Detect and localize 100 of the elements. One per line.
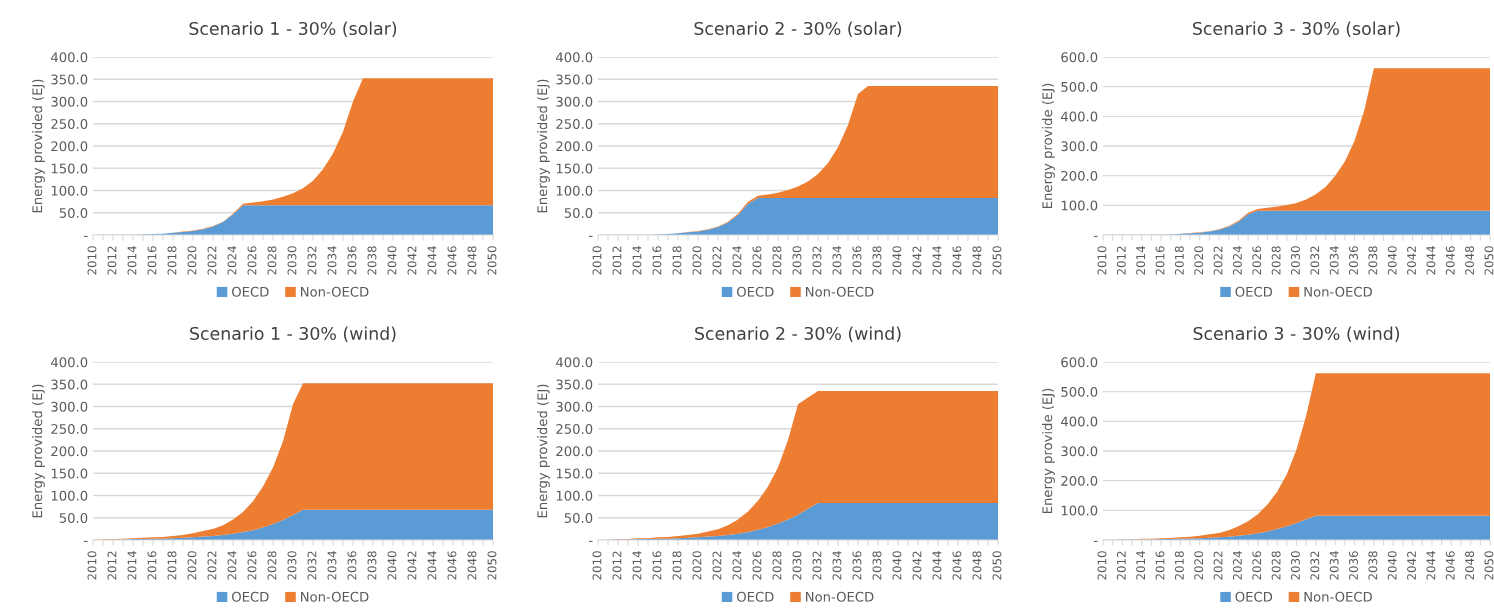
- x-tick-label: 2050: [1484, 551, 1494, 580]
- x-tick-label: 2046: [952, 246, 962, 275]
- x-tick-label: 2010: [87, 246, 97, 275]
- x-tick-label: 2018: [672, 551, 682, 580]
- y-tick-label: 500.0: [1061, 386, 1098, 397]
- x-tick-label: 2028: [1271, 246, 1281, 275]
- x-tick-label: 2042: [407, 551, 417, 580]
- x-tick-label: 2038: [1368, 551, 1378, 580]
- x-tick-label: 2028: [772, 246, 782, 275]
- y-tick-label: 150.0: [556, 468, 593, 479]
- x-tick-label: 2024: [227, 551, 237, 580]
- y-tick-label: 350.0: [556, 74, 593, 85]
- y-tick-label: 350.0: [51, 379, 88, 390]
- x-tick-label: 2016: [652, 246, 662, 275]
- y-tick-label: 200.0: [1061, 475, 1098, 486]
- x-tick-label: 2032: [812, 551, 822, 580]
- x-tick-label: 2044: [932, 551, 942, 580]
- x-tick-label: 2022: [1213, 551, 1223, 580]
- x-tick-label: 2042: [912, 551, 922, 580]
- x-tick-label: 2028: [772, 551, 782, 580]
- x-tick-label: 2030: [287, 551, 297, 580]
- x-tick-label: 2038: [872, 551, 882, 580]
- x-tick-label: 2048: [1465, 551, 1475, 580]
- y-tick-label: 50.0: [59, 512, 88, 523]
- x-tick-label: 2030: [1291, 246, 1300, 275]
- x-tick-label: 2028: [267, 551, 277, 580]
- x-tick-label: 2026: [247, 551, 257, 580]
- chart-title: Scenario 1 - 30% (wind): [190, 326, 396, 343]
- legend-label: OECD: [1235, 591, 1273, 602]
- y-tick-label: 150.0: [556, 163, 593, 174]
- x-tick-label: 2044: [1426, 551, 1436, 580]
- x-tick-label: 2050: [992, 246, 1002, 275]
- x-tick-label: 2044: [427, 246, 437, 275]
- x-tick-label: 2024: [732, 246, 742, 275]
- y-tick-label: 500.0: [1061, 81, 1098, 92]
- x-tick-label: 2042: [407, 246, 417, 275]
- y-tick-label: 200.0: [556, 446, 593, 457]
- legend-label: OECD: [737, 591, 774, 602]
- x-tick-label: 2040: [1387, 551, 1397, 580]
- x-tick-label: 2032: [812, 246, 822, 275]
- x-tick-label: 2046: [1445, 551, 1455, 580]
- x-tick-label: 2018: [672, 246, 682, 275]
- x-tick-label: 2032: [307, 551, 317, 580]
- x-tick-label: 2022: [712, 551, 722, 580]
- x-tick-label: 2040: [387, 551, 397, 580]
- y-tick-label: 300.0: [1061, 446, 1098, 457]
- x-tick-label: 2030: [287, 246, 297, 275]
- x-tick-label: 2018: [167, 246, 177, 275]
- x-tick-label: 2022: [207, 246, 217, 275]
- x-tick-label: 2014: [127, 551, 137, 580]
- y-tick-label: 400.0: [51, 52, 88, 63]
- x-tick-label: 2030: [1291, 551, 1300, 580]
- x-tick-label: 2034: [832, 246, 842, 275]
- x-tick-label: 2038: [1368, 246, 1378, 275]
- x-tick-label: 2050: [487, 551, 497, 580]
- y-tick-label: 300.0: [556, 96, 593, 107]
- y-tick-label: -: [1094, 235, 1098, 237]
- x-tick-label: 2014: [632, 551, 642, 580]
- x-tick-label: 2048: [1465, 246, 1475, 275]
- x-tick-label: 2034: [1329, 246, 1339, 275]
- y-tick-label: 400.0: [1061, 111, 1098, 122]
- x-tick-label: 2036: [1349, 551, 1358, 580]
- legend-label: Non-OECD: [1304, 591, 1372, 602]
- x-tick-label: 2010: [592, 551, 602, 580]
- y-tick-label: -: [1094, 540, 1098, 542]
- y-tick-label: 350.0: [556, 379, 593, 390]
- x-tick-label: 2036: [347, 246, 357, 275]
- x-tick-label: 2032: [1310, 246, 1320, 275]
- x-tick-label: 2012: [1116, 551, 1126, 580]
- y-tick-label: 300.0: [1061, 141, 1098, 152]
- x-tick-label: 2020: [187, 551, 197, 580]
- x-tick-label: 2036: [1349, 246, 1358, 275]
- x-tick-label: 2012: [612, 246, 622, 275]
- y-tick-label: 100.0: [1061, 505, 1098, 516]
- y-tick-label: -: [589, 540, 593, 542]
- x-tick-label: 2020: [1194, 246, 1204, 275]
- x-tick-label: 2012: [1116, 246, 1126, 275]
- x-tick-label: 2018: [1174, 246, 1184, 275]
- x-tick-label: 2046: [447, 551, 457, 580]
- legend-label: OECD: [1235, 286, 1273, 297]
- y-tick-label: 150.0: [51, 163, 88, 174]
- x-tick-label: 2028: [1271, 551, 1281, 580]
- y-tick-label: 300.0: [51, 401, 88, 412]
- x-tick-label: 2046: [447, 246, 457, 275]
- x-tick-label: 2038: [367, 246, 377, 275]
- x-tick-label: 2024: [1232, 551, 1242, 580]
- legend-label: Non-OECD: [806, 286, 874, 297]
- x-tick-label: 2032: [1310, 551, 1320, 580]
- x-tick-label: 2016: [147, 246, 157, 275]
- x-tick-label: 2034: [327, 551, 337, 580]
- y-tick-label: 300.0: [556, 401, 593, 412]
- x-tick-label: 2046: [952, 551, 962, 580]
- chart-title: Scenario 2 - 30% (solar): [694, 21, 902, 38]
- x-tick-label: 2020: [692, 551, 702, 580]
- x-tick-label: 2016: [1155, 246, 1165, 275]
- x-tick-label: 2032: [307, 246, 317, 275]
- x-tick-label: 2020: [187, 246, 197, 275]
- chart-title: Scenario 1 - 30% (solar): [189, 21, 397, 38]
- y-axis-title: Energy provide (EJ): [1042, 388, 1055, 514]
- legend-label: Non-OECD: [301, 286, 369, 297]
